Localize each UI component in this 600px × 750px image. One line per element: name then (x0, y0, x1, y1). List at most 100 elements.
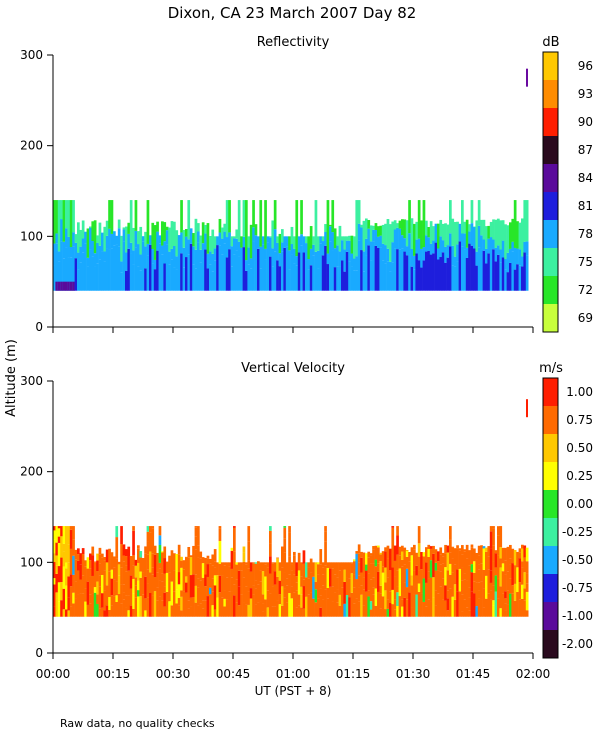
data-cell (149, 572, 152, 594)
data-cell (180, 610, 183, 617)
data-cell (485, 248, 488, 264)
data-cell (146, 569, 150, 584)
data-cell (177, 572, 181, 585)
data-cell (117, 228, 121, 247)
data-cell (261, 594, 265, 604)
data-cell (213, 260, 217, 291)
data-cell (261, 611, 265, 617)
data-cell (446, 245, 450, 258)
data-cell (374, 245, 378, 291)
data-cell (211, 591, 215, 606)
data-cell (338, 570, 342, 595)
data-cell (288, 532, 291, 557)
data-cell (117, 564, 121, 576)
data-cell (67, 544, 71, 563)
data-cell (504, 224, 507, 259)
data-cell (221, 238, 224, 255)
data-cell (173, 221, 176, 246)
data-cell (209, 236, 212, 252)
data-cell (271, 586, 275, 607)
data-cell (341, 605, 344, 617)
data-cell (525, 573, 529, 584)
data-cell (360, 572, 363, 586)
data-cell (343, 562, 347, 570)
data-cell (101, 607, 104, 617)
data-cell (233, 526, 236, 528)
data-cell (69, 586, 73, 607)
data-cell (132, 565, 135, 579)
data-cell (137, 580, 140, 591)
data-cell (192, 596, 195, 617)
data-cell (384, 263, 387, 291)
data-cell (525, 255, 529, 291)
data-cell (307, 567, 311, 579)
data-cell (518, 548, 522, 553)
data-cell (372, 225, 375, 230)
data-cell (182, 591, 186, 617)
data-cell (204, 574, 207, 587)
data-cell (177, 597, 181, 606)
data-cell (53, 539, 56, 554)
data-cell (434, 570, 438, 591)
data-cell (127, 546, 131, 571)
data-cell (218, 218, 222, 233)
data-cell (381, 551, 385, 567)
data-cell (139, 270, 143, 291)
data-cell (98, 575, 102, 587)
data-cell (393, 220, 397, 230)
data-cell (523, 557, 527, 573)
data-cell (525, 583, 529, 592)
data-cell (187, 575, 191, 601)
data-cell (67, 257, 71, 291)
data-cell (357, 240, 361, 291)
data-cell (81, 220, 85, 239)
data-cell (81, 554, 85, 576)
data-cell (283, 597, 287, 606)
data-cell (185, 582, 188, 593)
data-cell (456, 591, 459, 617)
data-cell (475, 552, 479, 560)
data-cell (367, 596, 371, 617)
data-cell (451, 558, 455, 573)
data-cell (65, 228, 68, 248)
data-cell (101, 557, 104, 575)
data-cell (293, 248, 296, 264)
data-cell (489, 237, 493, 249)
data-cell (516, 567, 519, 593)
data-cell (489, 570, 493, 583)
data-cell (213, 236, 217, 249)
data-cell (425, 582, 428, 607)
data-cell (108, 558, 111, 572)
data-cell (499, 558, 503, 568)
data-cell (333, 228, 337, 249)
data-cell (74, 258, 78, 291)
data-cell (343, 569, 347, 582)
data-cell (453, 599, 457, 617)
data-cell (101, 593, 104, 608)
data-cell (309, 265, 313, 291)
data-cell (350, 266, 354, 291)
data-cell (84, 601, 87, 617)
data-cell (365, 553, 368, 565)
data-cell (189, 606, 193, 617)
data-cell (504, 547, 507, 561)
data-cell (444, 246, 447, 263)
data-cell (453, 584, 457, 600)
data-cell (65, 526, 68, 548)
data-cell (449, 233, 452, 247)
data-cell (180, 200, 183, 233)
data-cell (127, 222, 131, 234)
data-cell (338, 225, 342, 252)
data-cell (120, 603, 123, 617)
data-cell (156, 587, 159, 601)
data-cell (161, 254, 164, 291)
data-cell (81, 575, 85, 594)
data-cell (223, 223, 227, 232)
data-cell (187, 600, 191, 609)
data-cell (110, 595, 114, 606)
data-cell (369, 241, 373, 261)
data-cell (427, 578, 431, 600)
data-cell (499, 249, 503, 263)
data-cell (348, 235, 351, 241)
data-cell (348, 597, 351, 617)
